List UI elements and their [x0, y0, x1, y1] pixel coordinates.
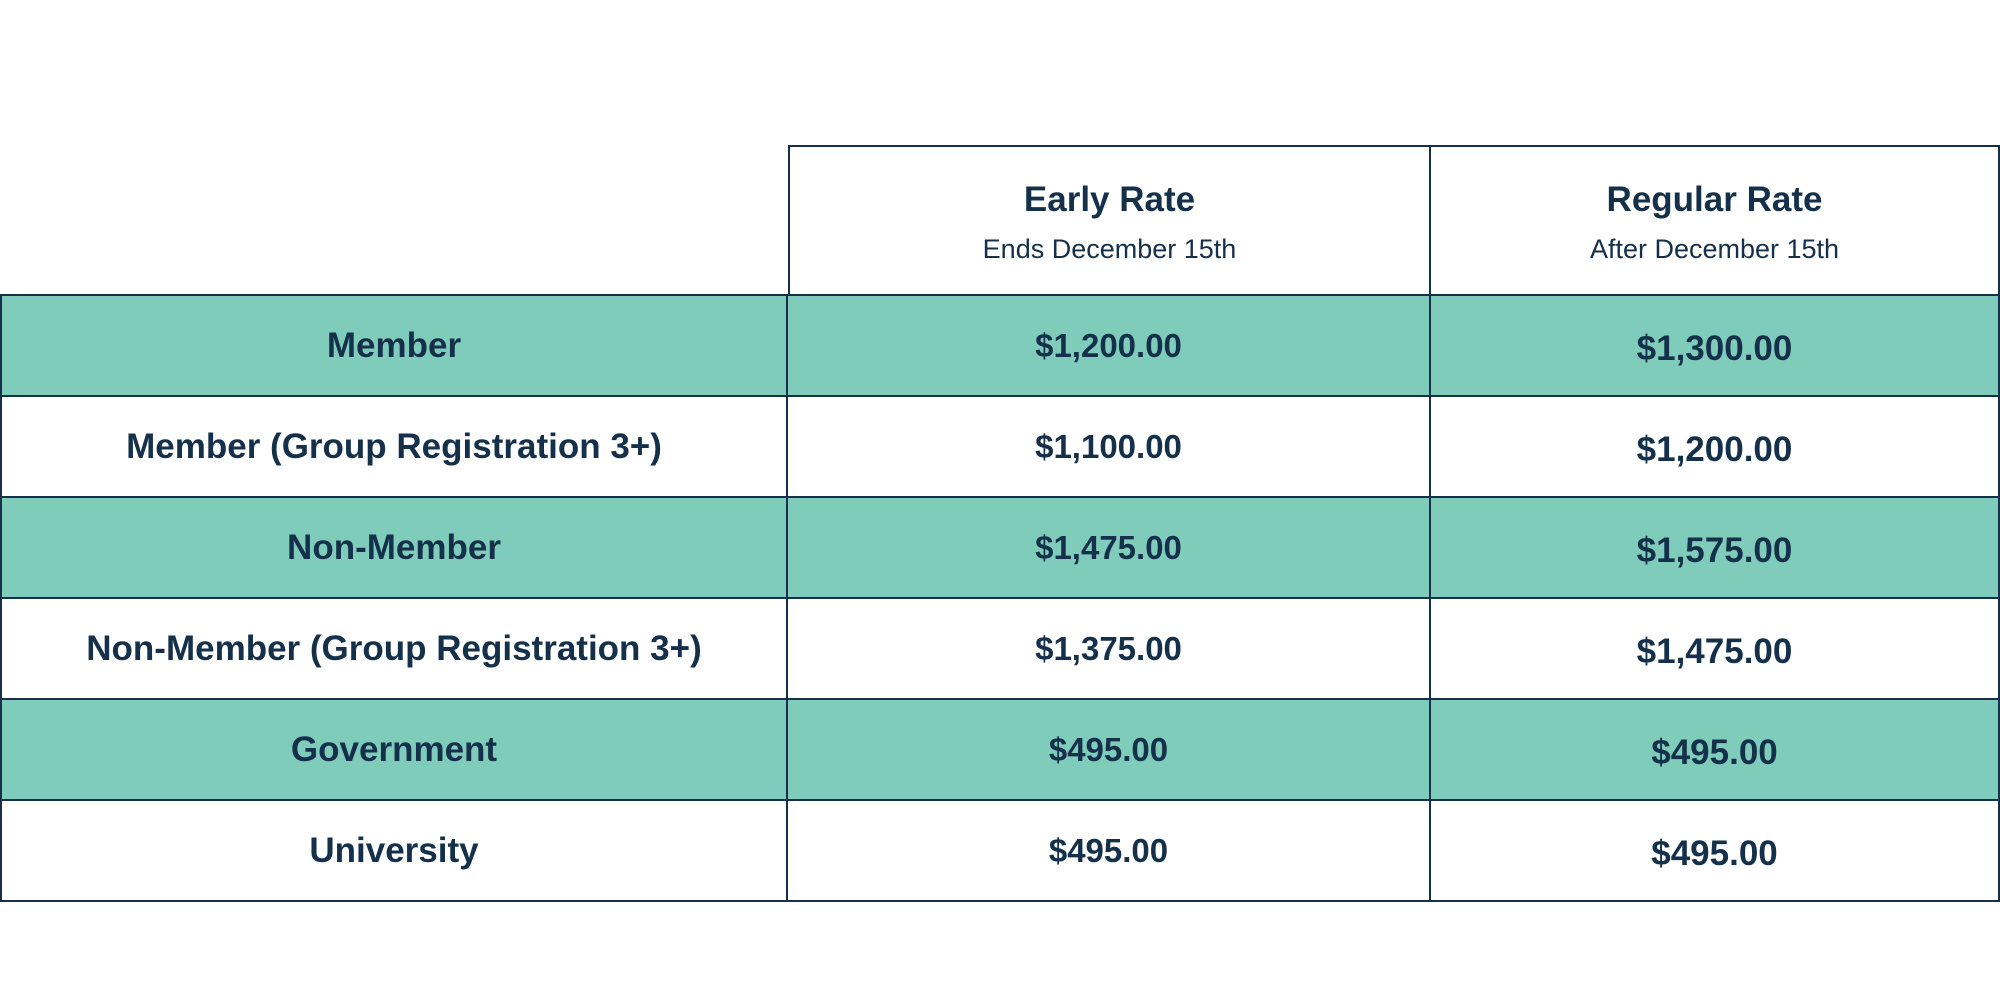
row-label: University — [0, 801, 788, 900]
table-row: University $495.00 $495.00 — [0, 801, 2000, 902]
early-rate-subtitle: Ends December 15th — [982, 234, 1237, 264]
regular-rate-price: $1,300.00 — [1431, 296, 2000, 395]
regular-rate-price: $495.00 — [1431, 801, 2000, 900]
early-rate-price: $495.00 — [788, 801, 1431, 900]
early-rate-price: $1,100.00 — [788, 397, 1431, 496]
regular-rate-price: $1,200.00 — [1431, 397, 2000, 496]
regular-rate-price: $1,575.00 — [1431, 498, 2000, 597]
early-rate-price: $1,375.00 — [788, 599, 1431, 698]
table-row: Government $495.00 $495.00 — [0, 700, 2000, 801]
early-rate-price: $495.00 — [788, 700, 1431, 799]
header-empty-cell — [0, 145, 788, 296]
row-label: Non-Member (Group Registration 3+) — [0, 599, 788, 698]
row-label: Member — [0, 296, 788, 395]
row-label: Member (Group Registration 3+) — [0, 397, 788, 496]
regular-rate-title: Regular Rate — [1606, 180, 1823, 219]
pricing-table: Early Rate Ends December 15th Regular Ra… — [0, 145, 2000, 902]
table-row: Non-Member (Group Registration 3+) $1,37… — [0, 599, 2000, 700]
header-early-rate: Early Rate Ends December 15th — [788, 145, 1431, 296]
early-rate-price: $1,200.00 — [788, 296, 1431, 395]
regular-rate-price: $495.00 — [1431, 700, 2000, 799]
early-rate-title: Early Rate — [1023, 180, 1196, 219]
row-label: Government — [0, 700, 788, 799]
header-regular-rate: Regular Rate After December 15th — [1431, 145, 2000, 296]
row-label: Non-Member — [0, 498, 788, 597]
table-row: Member (Group Registration 3+) $1,100.00… — [0, 397, 2000, 498]
table-row: Member $1,200.00 $1,300.00 — [0, 296, 2000, 397]
regular-rate-price: $1,475.00 — [1431, 599, 2000, 698]
table-header-row: Early Rate Ends December 15th Regular Ra… — [0, 145, 2000, 296]
early-rate-price: $1,475.00 — [788, 498, 1431, 597]
table-row: Non-Member $1,475.00 $1,575.00 — [0, 498, 2000, 599]
regular-rate-subtitle: After December 15th — [1589, 234, 1840, 264]
